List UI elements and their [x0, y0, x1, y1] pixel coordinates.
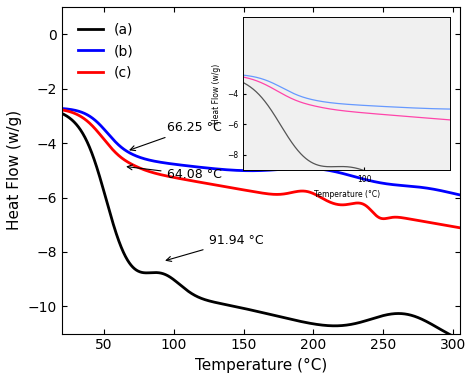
- Text: 66.25 °C: 66.25 °C: [130, 121, 221, 150]
- (a): [446, 332, 452, 336]
- Text: 64.08 °C: 64.08 °C: [128, 165, 221, 182]
- (c): [446, 223, 452, 228]
- Line: (b): (b): [62, 109, 460, 195]
- (c): [79, 115, 85, 119]
- (a): [373, 315, 378, 320]
- Line: (a): (a): [62, 113, 460, 340]
- (b): [446, 190, 451, 195]
- (b): [59, 106, 64, 111]
- (c): [59, 108, 64, 112]
- (a): [446, 332, 451, 336]
- Legend: (a), (b), (c): (a), (b), (c): [73, 17, 139, 85]
- (a): [457, 337, 463, 342]
- (b): [373, 180, 378, 184]
- X-axis label: Temperature (°C): Temperature (°C): [195, 358, 327, 373]
- Text: 91.94 °C: 91.94 °C: [166, 234, 263, 261]
- (c): [373, 213, 378, 217]
- (b): [253, 168, 258, 173]
- (b): [446, 190, 452, 195]
- Y-axis label: Heat Flow (w/g): Heat Flow (w/g): [7, 110, 22, 230]
- (b): [79, 110, 85, 115]
- (c): [242, 188, 248, 192]
- (b): [457, 193, 463, 197]
- Line: (c): (c): [62, 110, 460, 228]
- (b): [242, 168, 248, 173]
- (c): [457, 226, 463, 230]
- (c): [446, 223, 451, 228]
- (a): [253, 309, 258, 313]
- (c): [253, 190, 258, 194]
- (a): [242, 306, 248, 311]
- (a): [59, 111, 64, 116]
- (a): [79, 130, 85, 135]
